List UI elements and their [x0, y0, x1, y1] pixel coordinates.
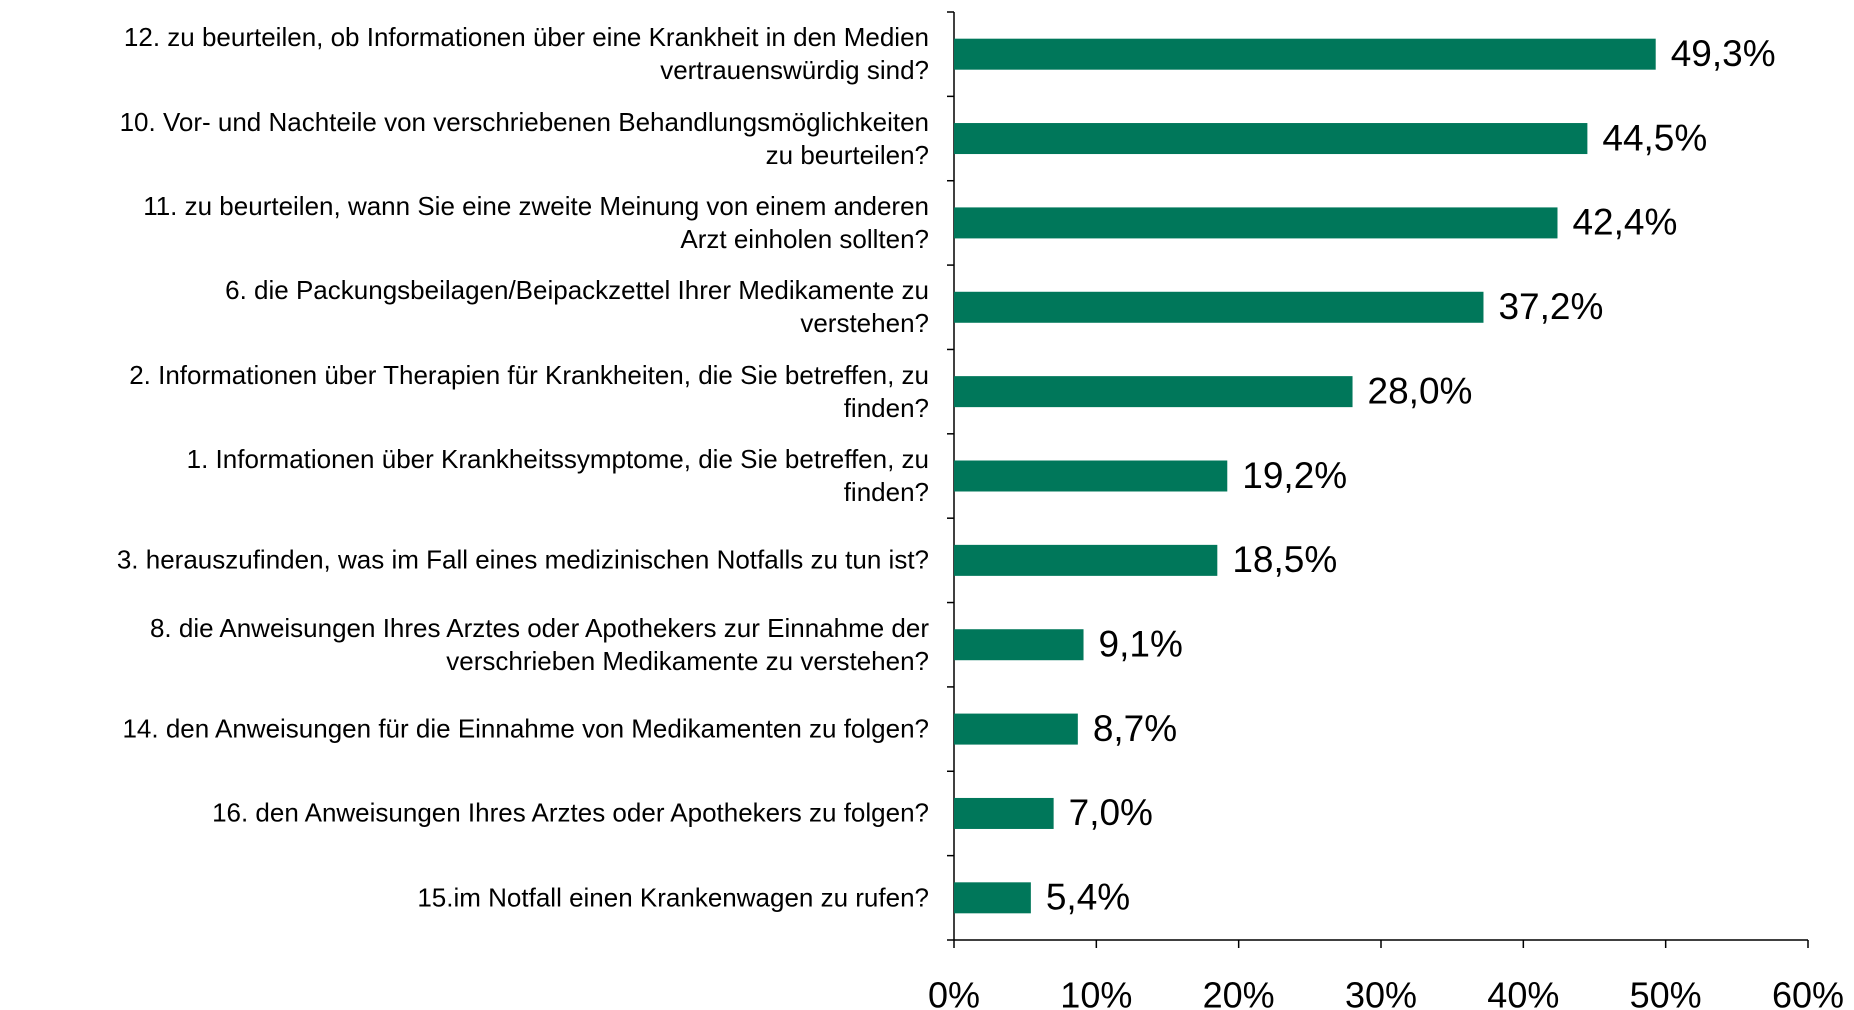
value-label: 42,4% [1572, 202, 1677, 243]
bar [954, 629, 1084, 661]
category-label: 1. Informationen über Krankheitssymptome… [186, 444, 929, 507]
category-label: 10. Vor- und Nachteile von verschriebene… [119, 106, 929, 170]
bar [954, 291, 1484, 323]
category-label: 11. zu beurteilen, wann Sie eine zweite … [143, 190, 929, 254]
bar [954, 123, 1588, 155]
bar [954, 544, 1218, 576]
value-label: 9,1% [1099, 624, 1183, 665]
bar [954, 38, 1656, 70]
value-label: 5,4% [1046, 877, 1130, 918]
value-label: 19,2% [1242, 455, 1347, 496]
x-tick-label: 30% [1345, 975, 1417, 1010]
bar [954, 376, 1353, 408]
value-label: 7,0% [1069, 792, 1153, 833]
bar [954, 797, 1054, 829]
category-label: 8. die Anweisungen Ihres Arztes oder Apo… [149, 612, 929, 676]
category-label: 6. die Packungsbeilagen/Beipackzettel Ih… [225, 275, 929, 339]
x-tick-label: 20% [1203, 975, 1275, 1010]
category-label: 12. zu beurteilen, ob Informationen über… [123, 22, 929, 86]
bar [954, 207, 1558, 239]
value-label: 44,5% [1602, 117, 1707, 158]
bar [954, 882, 1031, 914]
value-label: 28,0% [1368, 370, 1473, 411]
bar [954, 460, 1228, 492]
value-label: 8,7% [1093, 708, 1177, 749]
x-tick-label: 60% [1772, 975, 1844, 1010]
bar [954, 713, 1078, 745]
x-tick-label: 40% [1487, 975, 1559, 1010]
value-label: 49,3% [1671, 33, 1776, 74]
value-label: 37,2% [1498, 286, 1603, 327]
category-label: 14. den Anweisungen für die Einnahme von… [122, 713, 929, 744]
category-label: 3. herauszufinden, was im Fall eines med… [116, 544, 929, 575]
category-label: 2. Informationen über Therapien für Kran… [129, 359, 929, 423]
category-label: 16. den Anweisungen Ihres Arztes oder Ap… [212, 797, 929, 828]
x-tick-label: 50% [1630, 975, 1702, 1010]
value-label: 18,5% [1232, 539, 1337, 580]
x-tick-label: 0% [928, 975, 980, 1010]
category-label: 15.im Notfall einen Krankenwagen zu rufe… [417, 882, 929, 913]
x-tick-label: 10% [1060, 975, 1132, 1010]
